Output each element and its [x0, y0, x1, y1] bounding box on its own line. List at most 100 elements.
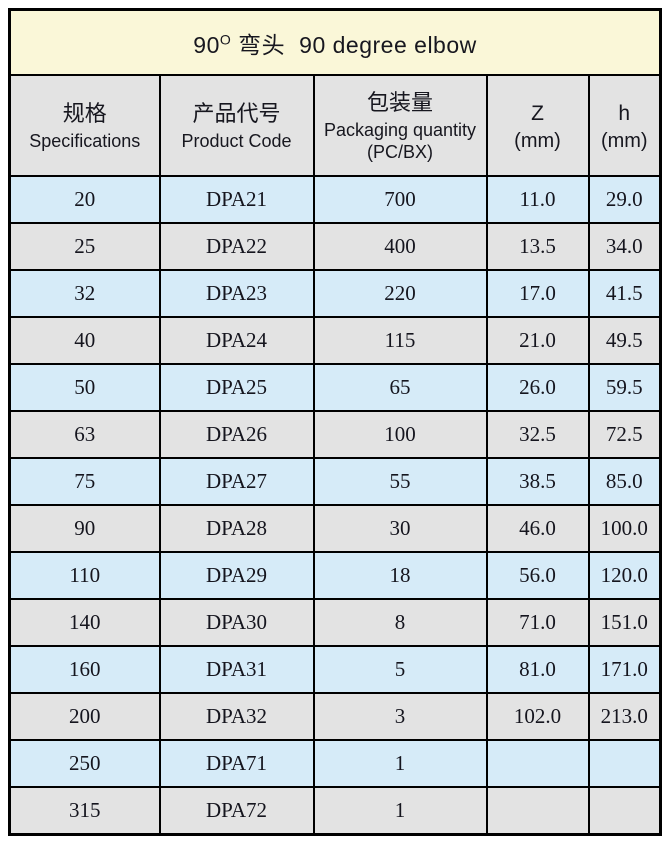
table-row: 160 DPA31 5 81.0 171.0 — [8, 645, 662, 694]
z-cell: 32.5 — [485, 410, 590, 459]
packaging-qty-cell: 3 — [312, 692, 488, 741]
header-product-code-en: Product Code — [181, 131, 292, 152]
table-row: 110 DPA29 18 56.0 120.0 — [8, 551, 662, 600]
table-header-row: 规格 Specifications 产品代号 Product Code 包装量 … — [8, 74, 662, 177]
h-cell: 29.0 — [587, 175, 662, 224]
spec-cell: 32 — [8, 269, 161, 318]
spec-cell: 200 — [8, 692, 161, 741]
packaging-qty-cell: 1 — [312, 739, 488, 788]
z-cell: 71.0 — [485, 598, 590, 647]
header-z: Z (mm) — [485, 74, 590, 177]
h-cell: 213.0 — [587, 692, 662, 741]
product-code-cell: DPA28 — [158, 504, 315, 553]
packaging-qty-cell: 100 — [312, 410, 488, 459]
table-row: 315 DPA72 1 — [8, 786, 662, 836]
product-code-cell: DPA72 — [158, 786, 315, 836]
header-packaging-quantity: 包装量 Packaging quantity (PC/BX) — [312, 74, 488, 177]
z-cell: 102.0 — [485, 692, 590, 741]
spec-cell: 40 — [8, 316, 161, 365]
packaging-qty-cell: 400 — [312, 222, 488, 271]
table-row: 140 DPA30 8 71.0 151.0 — [8, 598, 662, 647]
packaging-qty-cell: 5 — [312, 645, 488, 694]
z-cell: 17.0 — [485, 269, 590, 318]
product-code-cell: DPA31 — [158, 645, 315, 694]
header-h: h (mm) — [587, 74, 662, 177]
packaging-qty-cell: 55 — [312, 457, 488, 506]
product-code-cell: DPA26 — [158, 410, 315, 459]
z-cell: 26.0 — [485, 363, 590, 412]
product-code-cell: DPA23 — [158, 269, 315, 318]
spec-cell: 75 — [8, 457, 161, 506]
table-row: 40 DPA24 115 21.0 49.5 — [8, 316, 662, 365]
product-code-cell: DPA22 — [158, 222, 315, 271]
h-cell: 41.5 — [587, 269, 662, 318]
header-packaging-quantity-en: Packaging quantity — [323, 119, 477, 140]
h-cell: 49.5 — [587, 316, 662, 365]
z-cell: 81.0 — [485, 645, 590, 694]
packaging-qty-cell: 18 — [312, 551, 488, 600]
h-cell: 120.0 — [587, 551, 662, 600]
degree-superscript: O — [219, 30, 232, 47]
header-packaging-quantity-unit: (PC/BX) — [366, 142, 433, 163]
table-row: 250 DPA71 1 — [8, 739, 662, 788]
packaging-qty-cell: 115 — [312, 316, 488, 365]
packaging-qty-cell: 220 — [312, 269, 488, 318]
table-row: 25 DPA22 400 13.5 34.0 — [8, 222, 662, 271]
product-code-cell: DPA24 — [158, 316, 315, 365]
z-cell — [485, 786, 590, 836]
product-code-cell: DPA32 — [158, 692, 315, 741]
h-cell: 171.0 — [587, 645, 662, 694]
title-en: 90 degree elbow — [299, 31, 477, 58]
header-z-symbol: Z — [531, 101, 544, 125]
table-title: 90O 弯头 90 degree elbow — [8, 8, 662, 76]
header-z-unit: (mm) — [514, 130, 561, 153]
h-cell: 85.0 — [587, 457, 662, 506]
header-packaging-quantity-zh: 包装量 — [366, 90, 433, 116]
spec-cell: 90 — [8, 504, 161, 553]
h-cell: 100.0 — [587, 504, 662, 553]
title-zh: 弯头 — [238, 31, 286, 58]
table-row: 32 DPA23 220 17.0 41.5 — [8, 269, 662, 318]
table-row: 63 DPA26 100 32.5 72.5 — [8, 410, 662, 459]
header-h-symbol: h — [618, 101, 631, 125]
packaging-qty-cell: 1 — [312, 786, 488, 836]
header-h-unit: (mm) — [600, 130, 648, 153]
h-cell: 72.5 — [587, 410, 662, 459]
spec-cell: 63 — [8, 410, 161, 459]
product-code-cell: DPA21 — [158, 175, 315, 224]
h-cell — [587, 786, 662, 836]
table-body: 20 DPA21 700 11.0 29.0 25 DPA22 400 13.5 34.0 32 DP… — [8, 175, 662, 836]
header-product-code-zh: 产品代号 — [192, 101, 281, 127]
product-code-cell: DPA29 — [158, 551, 315, 600]
elbow-spec-table: 90O 弯头 90 degree elbow 规格 Specifications … — [8, 8, 663, 836]
z-cell: 13.5 — [485, 222, 590, 271]
z-cell: 21.0 — [485, 316, 590, 365]
spec-cell: 315 — [8, 786, 161, 836]
header-product-code: 产品代号 Product Code — [158, 74, 315, 177]
spec-cell: 20 — [8, 175, 161, 224]
table-row: 200 DPA32 3 102.0 213.0 — [8, 692, 662, 741]
header-specifications-en: Specifications — [29, 131, 141, 152]
spec-cell: 160 — [8, 645, 161, 694]
packaging-qty-cell: 65 — [312, 363, 488, 412]
packaging-qty-cell: 700 — [312, 175, 488, 224]
packaging-qty-cell: 8 — [312, 598, 488, 647]
h-cell: 59.5 — [587, 363, 662, 412]
table-row: 50 DPA25 65 26.0 59.5 — [8, 363, 662, 412]
z-cell: 11.0 — [485, 175, 590, 224]
z-cell: 56.0 — [485, 551, 590, 600]
table-row: 90 DPA28 30 46.0 100.0 — [8, 504, 662, 553]
table-title-row: 90O 弯头 90 degree elbow — [8, 8, 662, 76]
z-cell — [485, 739, 590, 788]
title-number: 90 — [193, 31, 220, 58]
spec-cell: 140 — [8, 598, 161, 647]
spec-cell: 250 — [8, 739, 161, 788]
table-row: 75 DPA27 55 38.5 85.0 — [8, 457, 662, 506]
product-code-cell: DPA71 — [158, 739, 315, 788]
h-cell: 151.0 — [587, 598, 662, 647]
header-specifications-zh: 规格 — [62, 101, 107, 127]
table-row: 20 DPA21 700 11.0 29.0 — [8, 175, 662, 224]
product-code-cell: DPA30 — [158, 598, 315, 647]
product-code-cell: DPA27 — [158, 457, 315, 506]
